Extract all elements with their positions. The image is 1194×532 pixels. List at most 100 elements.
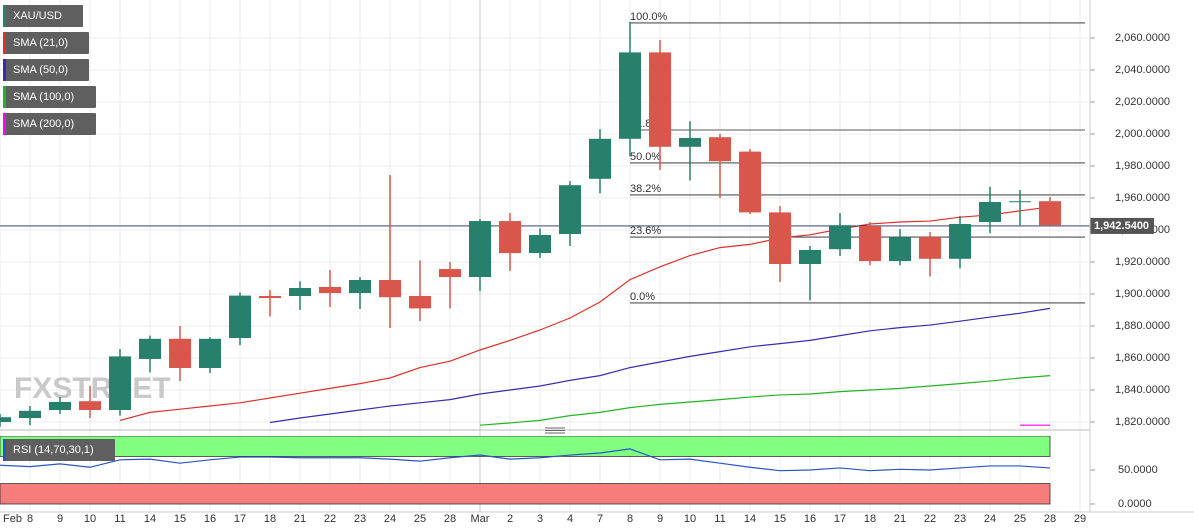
candle-body [589, 138, 611, 179]
y-tick-label: 1,820.0000 [1115, 416, 1170, 428]
last-price-label: 1,942.5400 [1094, 220, 1149, 232]
candle-body [619, 52, 641, 139]
y-tick-label: 1,960.0000 [1115, 192, 1170, 204]
legend-box[interactable] [3, 113, 96, 135]
legend-label: SMA (50,0) [13, 64, 68, 76]
candle-body [79, 401, 101, 410]
legend-label: SMA (100,0) [13, 91, 74, 103]
candle-body [289, 288, 311, 296]
candle-body [139, 338, 161, 359]
legend-swatch [3, 5, 6, 27]
x-tick-label: 23 [954, 513, 966, 525]
x-tick-label: 14 [744, 513, 756, 525]
x-tick-label: 29 [1074, 513, 1086, 525]
legend-box[interactable] [3, 32, 89, 54]
candle-body [859, 226, 881, 262]
x-tick-label: 11 [114, 513, 125, 525]
x-tick-label: 22 [924, 513, 936, 525]
last-price-box [1090, 217, 1154, 234]
y-tick-label: 1,840.0000 [1115, 384, 1170, 396]
x-tick-label: 22 [324, 513, 336, 525]
x-tick-label: 23 [354, 513, 366, 525]
candle-body [409, 296, 431, 309]
candle-body [679, 138, 701, 147]
candle-body [769, 212, 791, 264]
x-tick-label: 17 [834, 513, 846, 525]
y-tick-label: 1,920.0000 [1115, 256, 1170, 268]
series-line [0, 448, 1051, 472]
y-tick-label: 1,980.0000 [1115, 160, 1170, 172]
candle-body [529, 234, 551, 254]
legend-box[interactable] [3, 86, 96, 108]
x-tick-label: Feb [3, 513, 22, 525]
pane-handle[interactable] [545, 427, 565, 434]
series-line [479, 375, 1051, 426]
legend-box[interactable] [3, 5, 83, 27]
x-tick-label: 18 [864, 513, 876, 525]
candle-body [49, 402, 71, 410]
legend-box[interactable] [3, 59, 89, 81]
candle-body [319, 286, 341, 294]
candle-body [889, 237, 911, 262]
candle-body [19, 410, 41, 418]
candle-body [259, 296, 281, 298]
y-tick-label: 1,900.0000 [1115, 288, 1170, 300]
x-tick-label: 24 [984, 513, 996, 525]
x-tick-label: 9 [57, 513, 63, 525]
x-tick-label: 25 [414, 513, 426, 525]
watermark: FXSTREET [14, 372, 171, 405]
y-tick-label: 1,880.0000 [1115, 320, 1170, 332]
legend-swatch [3, 439, 6, 461]
candle-body [349, 280, 371, 294]
candle-body [949, 224, 971, 259]
x-tick-label: 4 [567, 513, 573, 525]
legend-label: SMA (200,0) [13, 118, 74, 130]
candle-body [469, 221, 491, 278]
rsi-band [0, 436, 1051, 457]
rsi-plot [0, 436, 1051, 505]
legend-label: SMA (21,0) [13, 37, 68, 49]
x-tick-label: 7 [597, 513, 603, 525]
x-tick-label: 10 [684, 513, 696, 525]
fib-label: 38.2% [630, 183, 661, 195]
fib-label: 23.6% [630, 225, 661, 237]
candle-body [439, 269, 461, 278]
y-tick-label: 2,060.0000 [1115, 32, 1170, 44]
x-tick-label: 10 [84, 513, 96, 525]
fib-label: 0.0% [630, 291, 655, 303]
rsi-y-tick-label: 0.0000 [1118, 498, 1152, 510]
legend-swatch [3, 86, 6, 108]
x-tick-label: 15 [774, 513, 786, 525]
x-tick-label: 14 [144, 513, 156, 525]
x-tick-label: 17 [234, 513, 246, 525]
x-tick-label: 18 [264, 513, 276, 525]
x-tick-label: 15 [174, 513, 186, 525]
candle-body [169, 338, 191, 368]
candle-body [739, 151, 761, 213]
legend-swatch [3, 113, 6, 135]
x-tick-label: 21 [294, 513, 306, 525]
y-tick-label: 2,000.0000 [1115, 128, 1170, 140]
x-tick-label: 8 [627, 513, 633, 525]
x-tick-label: 25 [1014, 513, 1026, 525]
x-tick-label: 28 [444, 513, 456, 525]
candle-body [109, 356, 131, 410]
candle-body [979, 202, 1001, 222]
x-tick-label: 3 [537, 513, 543, 525]
rsi-y-tick-label: 50.0000 [1118, 464, 1158, 476]
fib-label: 100.0% [630, 11, 668, 23]
y-tick-label: 1,860.0000 [1115, 352, 1170, 364]
main-plot: 100.0%61.8%50.0%38.2%23.6%0.0% [0, 11, 1090, 427]
y-tick-label: 2,040.0000 [1115, 64, 1170, 76]
x-tick-label: 8 [27, 513, 33, 525]
legend-box[interactable] [3, 439, 115, 461]
candle-body [919, 237, 941, 259]
x-tick-label: 16 [804, 513, 816, 525]
candle-body [229, 295, 251, 338]
series-line [269, 307, 1051, 424]
x-tick-label: 9 [657, 513, 663, 525]
x-tick-label: Mar [471, 513, 490, 525]
y-tick-label: 2,020.0000 [1115, 96, 1170, 108]
candle-body [829, 225, 851, 250]
